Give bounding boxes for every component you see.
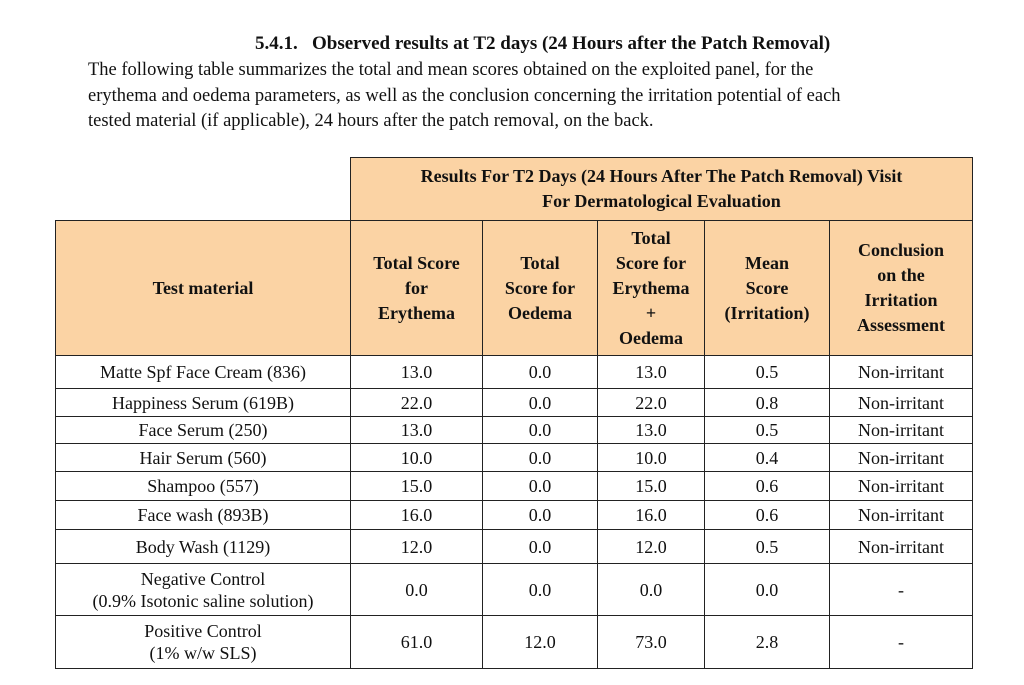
value-cell: 0.0 [350,563,483,616]
value-cell: 13.0 [350,416,483,444]
material-cell: Hair Serum (560) [55,443,351,472]
column-header: Total Score for Erythema + Oedema [597,220,705,356]
value-cell: Non-irritant [829,355,973,389]
value-cell: 0.5 [704,416,830,444]
value-cell: 12.0 [482,615,598,669]
results-table: Results For T2 Days (24 Hours After The … [55,157,973,669]
paragraph-line: The following table summarizes the total… [88,60,814,80]
value-cell: 15.0 [597,471,705,501]
value-cell: 0.0 [482,500,598,530]
value-cell: Non-irritant [829,500,973,530]
value-cell: 12.0 [350,529,483,564]
value-cell: 10.0 [350,443,483,472]
value-cell: Non-irritant [829,443,973,472]
value-cell: 0.6 [704,471,830,501]
material-cell: Body Wash (1129) [55,529,351,564]
value-cell: 0.0 [482,355,598,389]
value-cell: 16.0 [597,500,705,530]
value-cell: - [829,563,973,616]
value-cell: Non-irritant [829,388,973,417]
blank-cell [55,157,351,221]
table-row: Positive Control (1% w/w SLS) 61.0 12.0 73.… [55,615,973,669]
value-cell: 22.0 [350,388,483,417]
table-row: Face wash (893B) 16.0 0.0 16.0 0.6 Non-irrita… [55,500,973,530]
value-cell: 73.0 [597,615,705,669]
table-row: Matte Spf Face Cream (836) 13.0 0.0 13.0 0.5… [55,355,973,389]
value-cell: 13.0 [597,355,705,389]
value-cell: 0.0 [482,416,598,444]
material-cell: Positive Control (1% w/w SLS) [55,615,351,669]
paragraph: The following table summarizes the total… [88,58,841,135]
value-cell: 0.0 [597,563,705,616]
value-cell: - [829,615,973,669]
column-header: Test material [55,220,351,356]
value-cell: Non-irritant [829,471,973,501]
paragraph-line: erythema and oedema parameters, as well … [88,85,841,106]
value-cell: Non-irritant [829,529,973,564]
column-header: Total Score for Oedema [482,220,598,356]
table-row: Shampoo (557) 15.0 0.0 15.0 0.6 Non-irritant [55,471,973,501]
table-row: Hair Serum (560) 10.0 0.0 10.0 0.4 Non-irrita… [55,443,973,472]
material-cell: Face Serum (250) [55,416,351,444]
group-header-row: Results For T2 Days (24 Hours After The … [55,157,973,221]
value-cell: 0.0 [482,443,598,472]
column-header: Total Score for Erythema [350,220,483,356]
value-cell: Non-irritant [829,416,973,444]
group-header: Results For T2 Days (24 Hours After The … [350,157,973,221]
value-cell: 0.0 [482,388,598,417]
material-cell: Matte Spf Face Cream (836) [55,355,351,389]
value-cell: 13.0 [350,355,483,389]
table-row: Body Wash (1129) 12.0 0.0 12.0 0.5 Non-irrita… [55,529,973,564]
column-header: Mean Score (Irritation) [704,220,830,356]
value-cell: 13.0 [597,416,705,444]
material-cell: Shampoo (557) [55,471,351,501]
value-cell: 16.0 [350,500,483,530]
value-cell: 61.0 [350,615,483,669]
column-header-row: Test material Total Score for Erythema Tot… [55,220,973,356]
value-cell: 15.0 [350,471,483,501]
value-cell: 10.0 [597,443,705,472]
material-cell: Negative Control (0.9% Isotonic saline s… [55,563,351,616]
paragraph-line: tested material (if applicable), 24 hour… [88,111,654,131]
value-cell: 22.0 [597,388,705,417]
value-cell: 0.0 [482,529,598,564]
value-cell: 0.5 [704,529,830,564]
table-row: Happiness Serum (619B) 22.0 0.0 22.0 0.8 Non-… [55,388,973,417]
section-heading: 5.4.1. Observed results at T2 days (24 H… [255,33,831,54]
value-cell: 0.8 [704,388,830,417]
value-cell: 0.4 [704,443,830,472]
value-cell: 0.0 [482,471,598,501]
value-cell: 12.0 [597,529,705,564]
value-cell: 0.6 [704,500,830,530]
table-row: Negative Control (0.9% Isotonic saline s… [55,563,973,616]
value-cell: 0.5 [704,355,830,389]
table-row: Face Serum (250) 13.0 0.0 13.0 0.5 Non-irrita… [55,416,973,444]
value-cell: 0.0 [704,563,830,616]
material-cell: Face wash (893B) [55,500,351,530]
material-cell: Happiness Serum (619B) [55,388,351,417]
value-cell: 0.0 [482,563,598,616]
column-header: Conclusion on the Irritation Assessment [829,220,973,356]
value-cell: 2.8 [704,615,830,669]
